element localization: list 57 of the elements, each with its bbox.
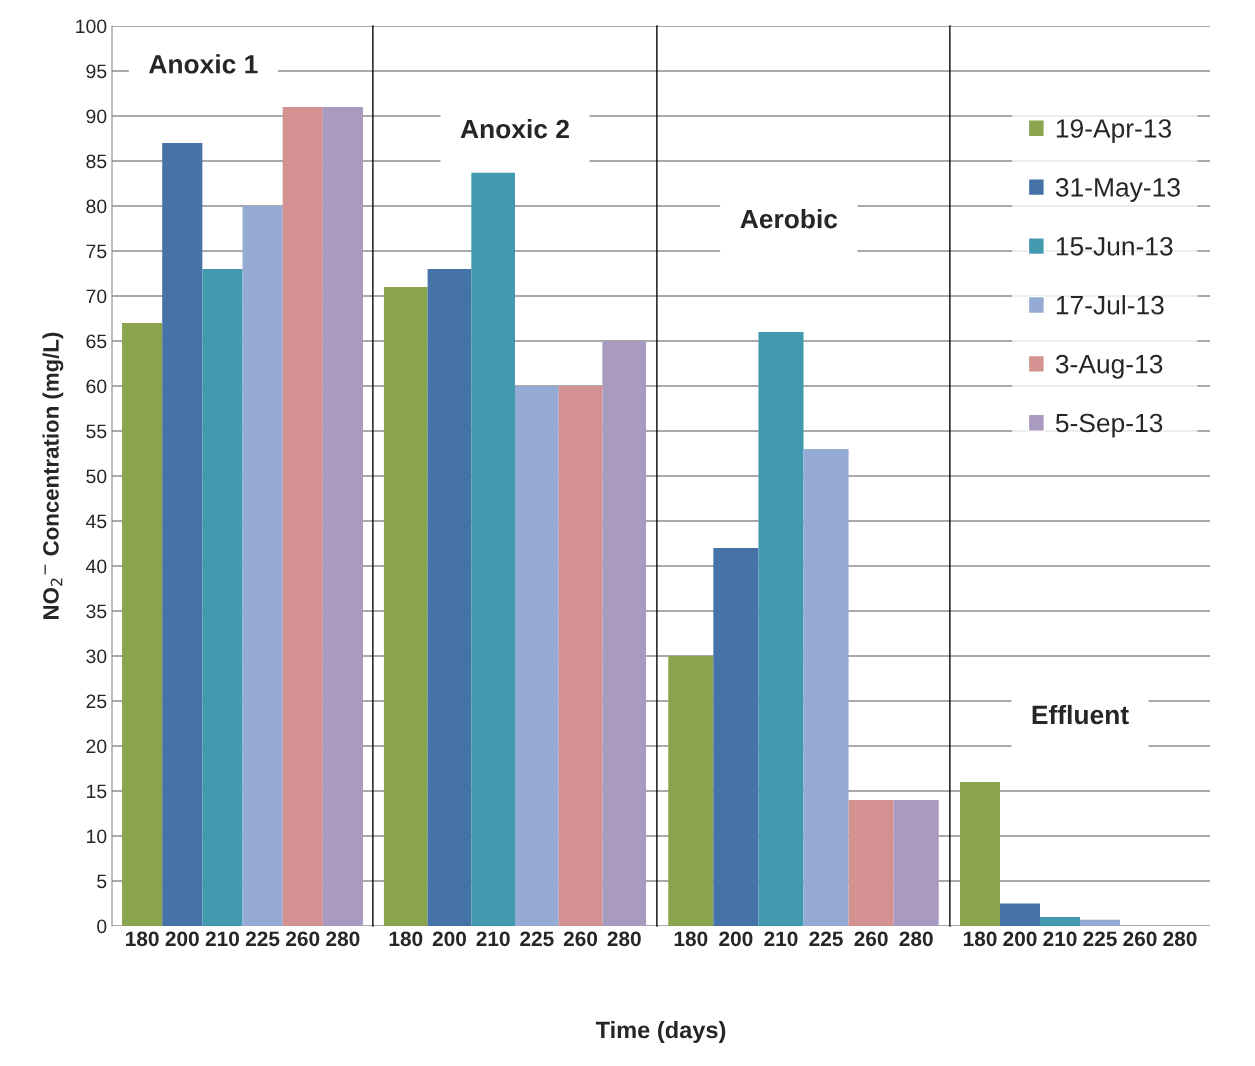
x-tick-label: 280 xyxy=(607,931,641,947)
y-tick-label: 45 xyxy=(85,514,107,529)
x-tick-label: 280 xyxy=(326,931,360,947)
legend-label: 5-Sep-13 xyxy=(1055,413,1163,438)
x-tick-label: 260 xyxy=(854,931,888,947)
x-tick-label: 260 xyxy=(1123,931,1157,947)
y-tick-label: 85 xyxy=(86,154,107,169)
x-axis-title: Time (days) xyxy=(595,1021,726,1044)
y-tick-label: 55 xyxy=(86,424,107,439)
x-tick-label: 200 xyxy=(719,931,753,947)
y-tick-label: 100 xyxy=(76,19,107,34)
y-tick-label: 60 xyxy=(86,379,107,394)
x-tick-label: 180 xyxy=(674,931,708,947)
y-axis-title: NO$_{2}$$^{−}$ Concentration (mg/L) xyxy=(42,332,64,619)
y-tick-label: 25 xyxy=(86,694,107,709)
x-tick-label: 180 xyxy=(126,931,159,947)
x-tick-label: 225 xyxy=(809,931,843,947)
y-tick-label: 80 xyxy=(86,199,107,214)
y-tick-label: 75 xyxy=(86,244,107,259)
y-tick-label: 95 xyxy=(86,64,107,79)
x-tick-label: 225 xyxy=(520,931,554,947)
y-tick-label: 50 xyxy=(86,469,107,484)
x-tick-label: 260 xyxy=(286,931,320,947)
x-tick-label: 200 xyxy=(165,931,199,947)
x-tick-label: 210 xyxy=(476,931,510,947)
y-tick-label: 90 xyxy=(86,109,107,124)
text: Aerobic xyxy=(740,209,838,229)
y-tick-label: 10 xyxy=(87,829,107,844)
y-tick-label: 35 xyxy=(86,604,107,619)
y-tick-label: 70 xyxy=(86,289,107,304)
x-tick-label: 280 xyxy=(1163,931,1197,947)
text: Anoxic 2 xyxy=(460,119,569,139)
y-tick-label: 15 xyxy=(87,784,107,799)
x-tick-label: 180 xyxy=(389,931,423,947)
x-tick-label: 210 xyxy=(205,931,239,947)
x-tick-label: 210 xyxy=(764,931,798,947)
x-tick-label: 210 xyxy=(1043,931,1077,947)
x-tick-label: 200 xyxy=(1003,931,1037,947)
y-tick-label: 40 xyxy=(85,559,107,574)
y-tick-label: 30 xyxy=(86,649,107,664)
y-tick-label: 65 xyxy=(86,334,107,349)
legend-label: 3-Aug-13 xyxy=(1055,354,1163,379)
y-tick-label: 0 xyxy=(97,919,107,934)
text: Effluent xyxy=(1032,704,1129,725)
y-tick-label: 20 xyxy=(86,739,107,754)
x-tick-label: 260 xyxy=(563,931,598,947)
x-tick-label: 280 xyxy=(899,931,933,947)
text: Anoxic 1 xyxy=(149,54,258,74)
legend-label: 17-Jul-13 xyxy=(1056,295,1164,315)
x-tick-label: 200 xyxy=(432,931,466,947)
legend-label: 31-May-13 xyxy=(1055,178,1180,202)
legend-label: 19-Apr-13 xyxy=(1056,119,1172,144)
x-tick-label: 180 xyxy=(963,931,997,947)
x-tick-label: 225 xyxy=(1083,931,1117,947)
x-tick-label: 225 xyxy=(245,931,280,947)
legend-label: 15-Jun-13 xyxy=(1056,236,1173,256)
y-tick-label: 5 xyxy=(97,874,107,889)
